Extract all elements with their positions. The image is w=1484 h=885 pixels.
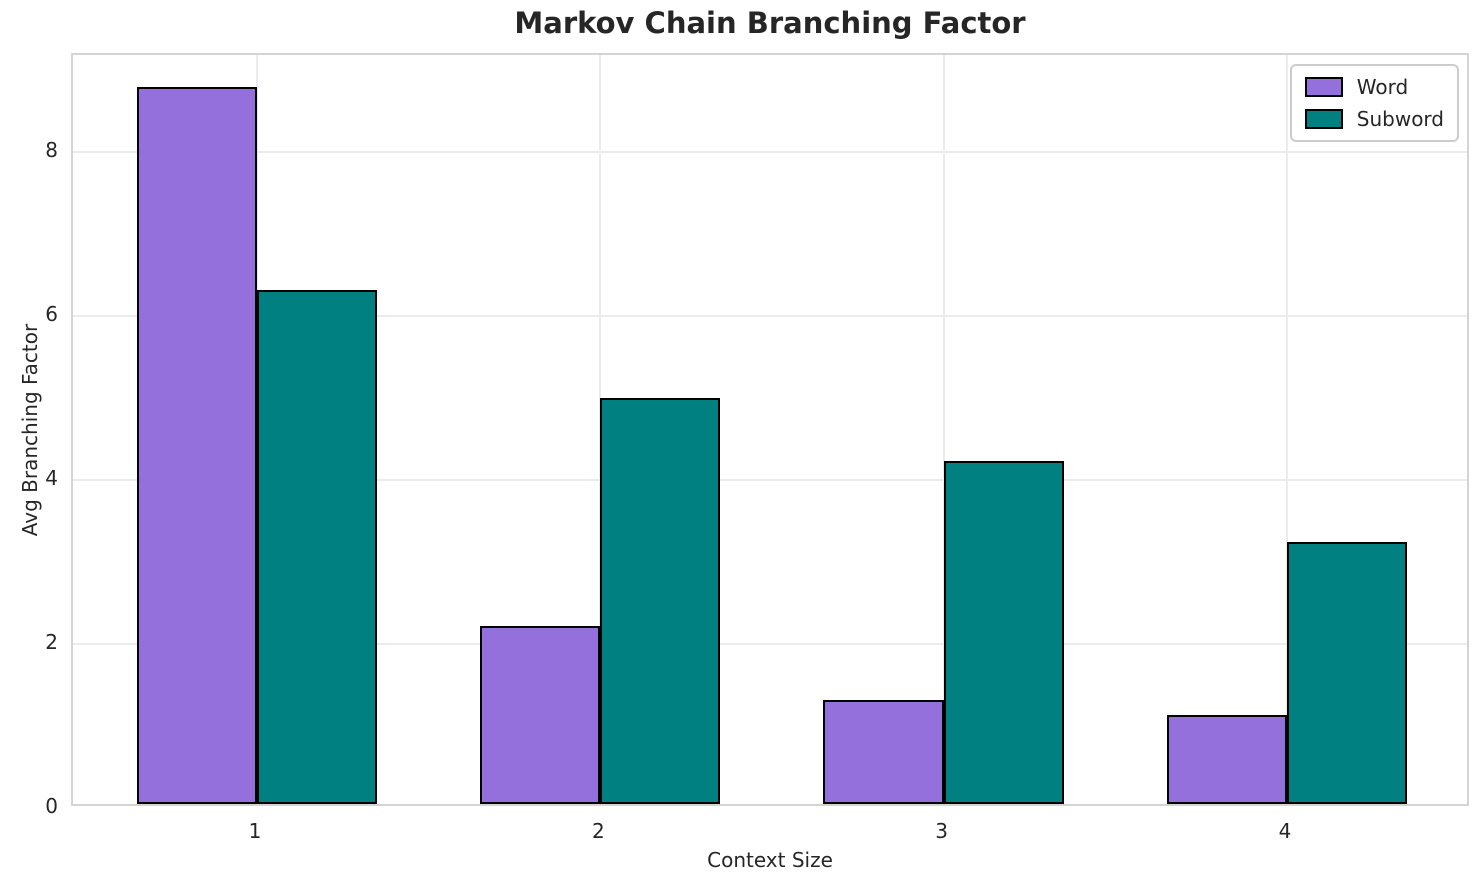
x-tick-label-3: 3: [935, 819, 949, 843]
y-tick-label-0: 0: [45, 794, 58, 818]
legend-label-word: Word: [1356, 75, 1409, 99]
y-axis-label: Avg Branching Factor: [18, 323, 42, 537]
bar-subword-3: [943, 461, 1064, 804]
gridline-x-4: [1285, 55, 1288, 804]
y-tick-label-4: 4: [45, 465, 58, 490]
gridline-y-2: [73, 642, 1467, 645]
y-tick-label-2: 2: [45, 629, 58, 654]
bar-subword-1: [257, 289, 378, 804]
legend-item-subword: Subword: [1304, 107, 1444, 131]
legend-swatch-word: [1304, 77, 1343, 97]
gridline-y-8: [73, 150, 1467, 153]
x-tick-label-2: 2: [591, 819, 605, 843]
bar-word-1: [136, 87, 257, 804]
bar-word-4: [1166, 715, 1287, 804]
gridline-x-3: [942, 55, 945, 804]
y-tick-label-8: 8: [45, 137, 58, 162]
legend-swatch-subword: [1304, 109, 1343, 129]
legend-label-subword: Subword: [1356, 107, 1444, 131]
legend-item-word: Word: [1304, 75, 1444, 99]
gridline-y-4: [73, 478, 1467, 481]
legend: Word Subword: [1289, 64, 1459, 142]
x-tick-label-1: 1: [248, 819, 262, 843]
y-tick-label-6: 6: [45, 301, 58, 326]
x-axis-label: Context Size: [707, 848, 833, 872]
bar-subword-4: [1286, 541, 1408, 804]
plot-area: Word Subword: [71, 53, 1469, 806]
chart-title: Markov Chain Branching Factor: [514, 6, 1026, 40]
bar-word-3: [823, 699, 944, 804]
x-tick-label-4: 4: [1278, 819, 1292, 843]
gridline-y-6: [73, 314, 1467, 317]
bar-word-2: [480, 626, 601, 804]
bar-subword-2: [600, 397, 721, 804]
